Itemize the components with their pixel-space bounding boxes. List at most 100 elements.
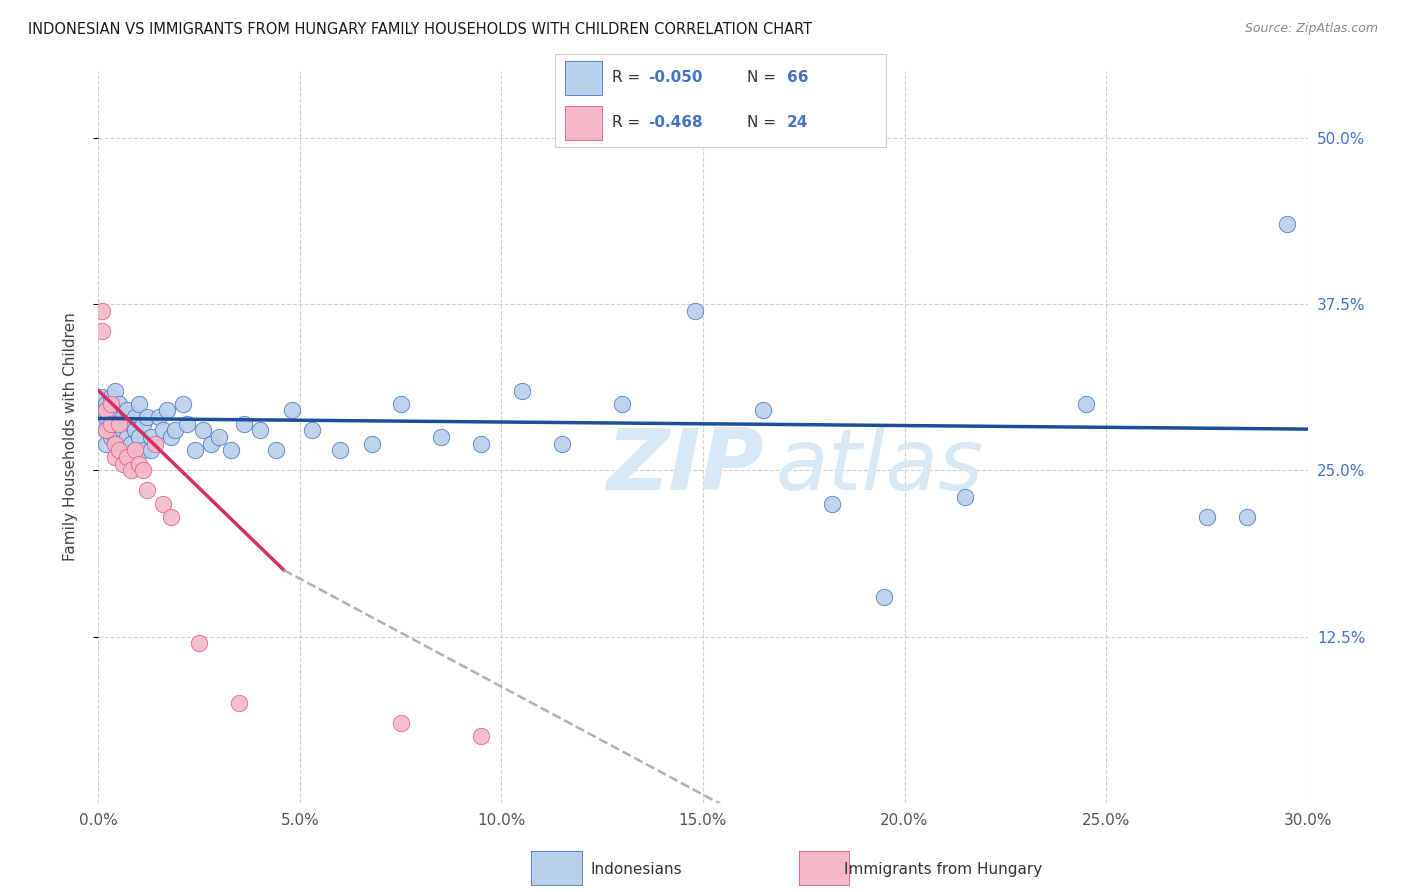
- Point: [91, 417, 114, 431]
- Point: [132, 417, 155, 431]
- Point: [1195, 509, 1218, 524]
- Point: [873, 590, 896, 604]
- Point: [107, 417, 129, 431]
- Point: [115, 430, 138, 444]
- Point: [135, 410, 157, 425]
- Point: [91, 403, 114, 417]
- Text: Immigrants from Hungary: Immigrants from Hungary: [844, 863, 1042, 877]
- Point: [96, 397, 118, 411]
- Point: [124, 410, 146, 425]
- Point: [200, 436, 222, 450]
- Point: [111, 424, 134, 438]
- Point: [91, 303, 114, 318]
- Point: [100, 417, 122, 431]
- Point: [100, 430, 122, 444]
- Point: [188, 636, 211, 650]
- Point: [120, 417, 142, 431]
- Point: [510, 384, 533, 398]
- Text: R =: R =: [612, 115, 645, 130]
- Point: [103, 436, 125, 450]
- Text: 24: 24: [787, 115, 808, 130]
- Point: [120, 463, 142, 477]
- Point: [96, 436, 118, 450]
- Point: [172, 397, 194, 411]
- Point: [163, 424, 186, 438]
- Point: [100, 397, 122, 411]
- Point: [1074, 397, 1097, 411]
- Point: [128, 397, 150, 411]
- Text: -0.050: -0.050: [648, 70, 703, 86]
- Point: [152, 497, 174, 511]
- Point: [389, 397, 412, 411]
- Point: [111, 457, 134, 471]
- Point: [115, 450, 138, 464]
- Point: [361, 436, 384, 450]
- Point: [100, 403, 122, 417]
- Point: [96, 424, 118, 438]
- Point: [124, 443, 146, 458]
- Y-axis label: Family Households with Children: Family Households with Children: [63, 313, 77, 561]
- Text: 66: 66: [787, 70, 808, 86]
- Point: [107, 417, 129, 431]
- Point: [100, 417, 122, 431]
- Text: R =: R =: [612, 70, 645, 86]
- Point: [111, 410, 134, 425]
- Point: [107, 397, 129, 411]
- Point: [91, 390, 114, 404]
- Point: [160, 430, 183, 444]
- Point: [953, 490, 976, 504]
- Point: [612, 397, 634, 411]
- Text: INDONESIAN VS IMMIGRANTS FROM HUNGARY FAMILY HOUSEHOLDS WITH CHILDREN CORRELATIO: INDONESIAN VS IMMIGRANTS FROM HUNGARY FA…: [28, 22, 813, 37]
- Point: [115, 403, 138, 417]
- Bar: [565, 61, 602, 95]
- Point: [139, 430, 162, 444]
- Point: [103, 417, 125, 431]
- Point: [821, 497, 844, 511]
- Text: Source: ZipAtlas.com: Source: ZipAtlas.com: [1244, 22, 1378, 36]
- Point: [156, 403, 179, 417]
- Text: Indonesians: Indonesians: [591, 863, 682, 877]
- Point: [249, 424, 271, 438]
- Point: [329, 443, 352, 458]
- Point: [128, 457, 150, 471]
- Point: [301, 424, 323, 438]
- Point: [683, 303, 706, 318]
- Point: [96, 424, 118, 438]
- Point: [148, 410, 170, 425]
- Point: [193, 424, 215, 438]
- Text: N =: N =: [747, 115, 780, 130]
- Point: [470, 436, 492, 450]
- Point: [132, 443, 155, 458]
- Text: -0.468: -0.468: [648, 115, 703, 130]
- Point: [132, 463, 155, 477]
- Point: [100, 390, 122, 404]
- Point: [430, 430, 453, 444]
- Point: [107, 436, 129, 450]
- Point: [470, 729, 492, 743]
- Point: [281, 403, 304, 417]
- Point: [160, 509, 183, 524]
- Bar: [565, 106, 602, 140]
- Point: [1236, 509, 1258, 524]
- Point: [124, 424, 146, 438]
- Point: [120, 436, 142, 450]
- Point: [208, 430, 231, 444]
- Point: [103, 384, 125, 398]
- Point: [228, 696, 250, 710]
- Point: [232, 417, 254, 431]
- Point: [1277, 217, 1299, 231]
- Text: atlas: atlas: [776, 425, 984, 508]
- Point: [221, 443, 243, 458]
- Text: N =: N =: [747, 70, 780, 86]
- Text: ZIP: ZIP: [606, 425, 763, 508]
- Point: [551, 436, 574, 450]
- Point: [143, 436, 166, 450]
- Point: [96, 410, 118, 425]
- Point: [152, 424, 174, 438]
- Point: [91, 324, 114, 338]
- Point: [103, 430, 125, 444]
- Point: [264, 443, 287, 458]
- Point: [184, 443, 207, 458]
- Point: [103, 450, 125, 464]
- Point: [107, 443, 129, 458]
